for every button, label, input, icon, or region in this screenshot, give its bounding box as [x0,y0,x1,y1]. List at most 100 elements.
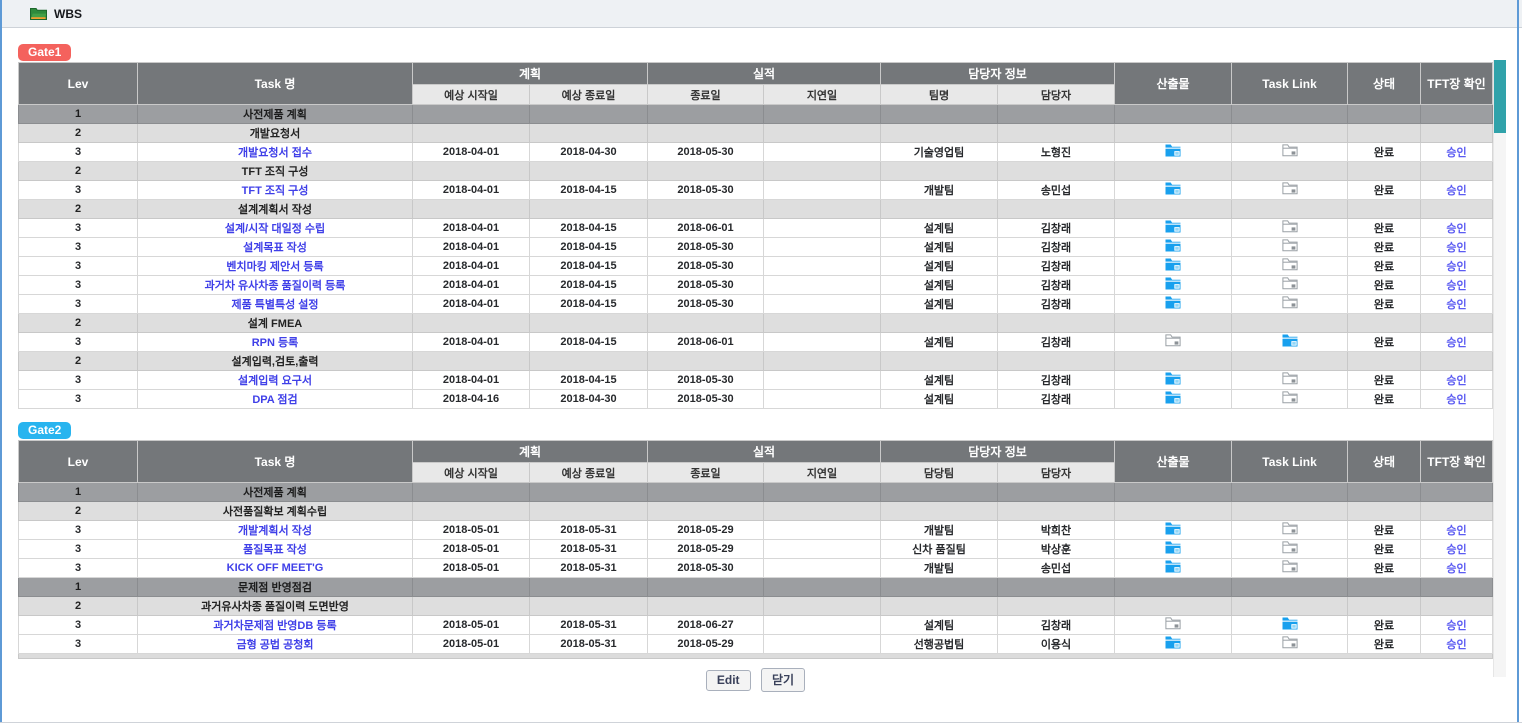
gray-folder-icon[interactable] [1281,144,1298,157]
scrollbar-thumb[interactable] [1494,60,1506,133]
footer-buttons: Edit 닫기 [18,668,1493,692]
task-row: 3 설계목표 작성 2018-04-01 2018-04-15 2018-05-30 설계… [18,237,1494,257]
blue-folder-icon[interactable] [1165,277,1181,290]
actual-end-cell [647,351,764,371]
task-name-cell: 문제점 반영점검 [137,577,413,597]
gray-folder-icon[interactable] [1281,636,1298,649]
edit-button[interactable]: Edit [705,670,751,691]
gray-folder-icon[interactable] [1281,560,1298,573]
task-name-link[interactable]: 과거차문제점 반영DB 등록 [213,620,337,632]
blue-folder-icon[interactable] [1165,372,1181,385]
task-name-link[interactable]: 제품 특별특성 설정 [231,299,319,311]
approve-link[interactable]: 승인 [1446,242,1467,254]
plan-start-cell [412,501,530,521]
blue-folder-icon[interactable] [1165,220,1181,233]
task-name-link[interactable]: 설계목표 작성 [243,242,307,254]
task-name-link[interactable]: 품질목표 작성 [243,544,307,556]
lev-cell: 3 [18,370,138,390]
blue-folder-icon[interactable] [1282,334,1298,347]
approve-link[interactable]: 승인 [1446,147,1467,159]
task-link-cell [1231,634,1349,654]
task-link-cell [1231,596,1349,616]
blue-folder-icon[interactable] [1165,636,1181,649]
col-group-actual: 실적 [647,440,881,463]
blue-folder-icon[interactable] [1282,617,1298,630]
task-name-link[interactable]: 설계입력 요구서 [238,375,312,387]
gray-folder-icon[interactable] [1165,617,1181,630]
window-border-left [0,0,2,723]
gray-folder-icon[interactable] [1281,372,1298,385]
vertical-scrollbar[interactable] [1493,60,1506,677]
status-cell: 완료 [1347,539,1422,559]
task-name-link[interactable]: 설계/시작 대일정 수립 [224,223,326,235]
approve-link[interactable]: 승인 [1446,525,1467,537]
gray-folder-icon[interactable] [1281,541,1298,554]
approve-link[interactable]: 승인 [1446,375,1467,387]
deliverable-cell [1114,482,1233,502]
blue-folder-icon[interactable] [1165,258,1181,271]
gray-folder-icon[interactable] [1281,258,1298,271]
deliverable-cell [1114,142,1233,162]
approve-link[interactable]: 승인 [1446,299,1467,311]
plan-start-cell: 2018-04-01 [412,275,530,295]
task-name-cell: TFT 조직 구성 [137,180,413,200]
approve-link[interactable]: 승인 [1446,185,1467,197]
tft-confirm-cell: 승인 [1420,520,1494,540]
tft-confirm-cell: 승인 [1420,615,1494,635]
gray-folder-icon[interactable] [1281,239,1298,252]
gray-folder-icon[interactable] [1281,277,1298,290]
blue-folder-icon[interactable] [1165,541,1181,554]
task-name-link[interactable]: DPA 점검 [252,394,298,406]
tft-confirm-cell: 승인 [1420,237,1494,257]
plan-end-cell: 2018-04-30 [529,389,648,409]
task-name-link[interactable]: 벤치마킹 제안서 등록 [226,261,324,273]
task-name-link[interactable]: 금형 공법 공청회 [236,639,314,651]
task-name-link[interactable]: 개발요청서 접수 [238,147,312,159]
blue-folder-icon[interactable] [1165,522,1181,535]
approve-link[interactable]: 승인 [1446,223,1467,235]
blue-folder-icon[interactable] [1165,144,1181,157]
gray-folder-icon[interactable] [1281,296,1298,309]
lev-cell: 3 [18,520,138,540]
task-link-cell [1231,615,1349,635]
gray-folder-icon[interactable] [1281,182,1298,195]
approve-link[interactable]: 승인 [1446,394,1467,406]
col-header-owner: 담당자 [996,84,1116,105]
task-name-link[interactable]: RPN 등록 [251,337,299,349]
gate1-rows: 1 사전제품 계획 2 개발요청서 3 개발요청서 접수 2018-04-01 2018-04… [18,104,1494,409]
blue-folder-icon[interactable] [1165,560,1181,573]
plan-start-cell: 2018-04-01 [412,142,530,162]
blue-folder-icon[interactable] [1165,239,1181,252]
approve-link[interactable]: 승인 [1446,544,1467,556]
blue-folder-icon[interactable] [1165,391,1181,404]
team-cell [880,161,998,181]
task-name-link[interactable]: 과거차 유사차종 품질이력 등록 [204,280,346,292]
team-cell [880,482,998,502]
plan-start-cell: 2018-04-01 [412,237,530,257]
delay-cell [763,275,881,295]
task-name-link[interactable]: 개발계획서 작성 [238,525,312,537]
approve-link[interactable]: 승인 [1446,337,1467,349]
delay-cell [763,123,881,143]
close-button[interactable]: 닫기 [761,668,806,692]
approve-link[interactable]: 승인 [1446,563,1467,575]
tft-confirm-cell: 승인 [1420,389,1494,409]
deliverable-cell [1114,539,1233,559]
blue-folder-icon[interactable] [1165,296,1181,309]
task-name-cell: 금형 공법 공청회 [137,634,413,654]
actual-end-cell: 2018-05-29 [647,634,764,654]
group-row: 1 사전제품 계획 [18,104,1494,124]
approve-link[interactable]: 승인 [1446,261,1467,273]
gray-folder-icon[interactable] [1281,391,1298,404]
gray-folder-icon[interactable] [1281,522,1298,535]
approve-link[interactable]: 승인 [1446,639,1467,651]
task-name-link[interactable]: KICK OFF MEET'G [226,562,324,574]
plan-start-cell: 2018-04-01 [412,370,530,390]
task-name-link[interactable]: TFT 조직 구성 [241,185,309,197]
gray-folder-icon[interactable] [1281,220,1298,233]
actual-end-cell: 2018-05-30 [647,558,764,578]
gray-folder-icon[interactable] [1165,334,1181,347]
approve-link[interactable]: 승인 [1446,280,1467,292]
blue-folder-icon[interactable] [1165,182,1181,195]
approve-link[interactable]: 승인 [1446,620,1467,632]
